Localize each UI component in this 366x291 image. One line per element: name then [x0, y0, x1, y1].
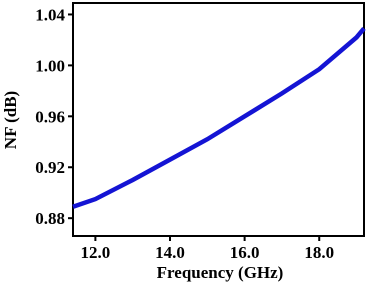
y-tick-label: 0.88	[35, 209, 65, 228]
x-tick-label: 16.0	[230, 243, 260, 262]
y-tick-label: 0.92	[35, 158, 65, 177]
x-tick-label: 18.0	[304, 243, 334, 262]
y-axis-label: NF (dB)	[1, 91, 20, 149]
y-tick-label: 1.04	[35, 5, 65, 24]
y-tick-label: 0.96	[35, 107, 65, 126]
x-axis-label: Frequency (GHz)	[157, 263, 284, 282]
y-tick-label: 1.00	[35, 56, 65, 75]
x-tick-label: 12.0	[81, 243, 111, 262]
line-series	[72, 27, 366, 209]
plot-frame	[72, 2, 365, 237]
x-tick-label: 14.0	[155, 243, 185, 262]
